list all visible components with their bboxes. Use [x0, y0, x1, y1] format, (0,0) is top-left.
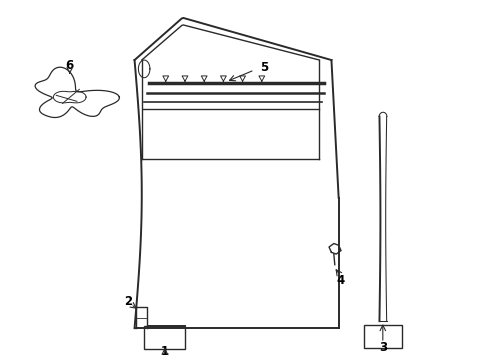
Text: 3: 3 — [379, 341, 387, 354]
Bar — [144, 327, 185, 349]
Bar — [364, 325, 401, 348]
Text: 2: 2 — [124, 295, 132, 308]
Text: 6: 6 — [66, 59, 74, 72]
Text: 4: 4 — [337, 274, 345, 287]
Text: 5: 5 — [260, 60, 269, 73]
Text: 1: 1 — [161, 345, 169, 358]
